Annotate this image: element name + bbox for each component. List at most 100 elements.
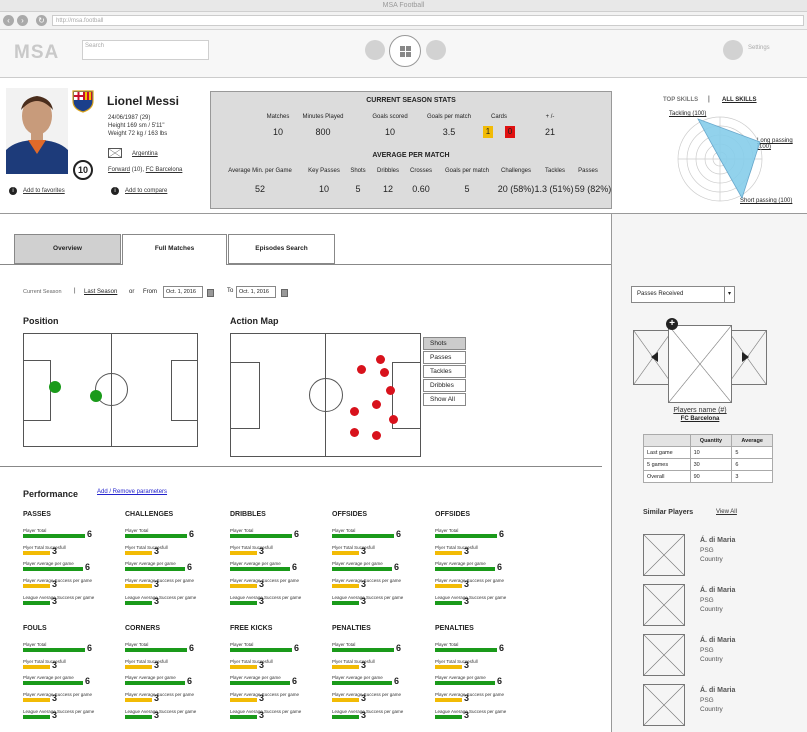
- similar-player-thumbnail[interactable]: [643, 634, 685, 676]
- metric-value: 3: [154, 710, 160, 720]
- metric-value: 3: [259, 660, 265, 670]
- metric-bar: [230, 681, 290, 685]
- metric-value: 3: [464, 693, 470, 703]
- avatar[interactable]: [723, 40, 743, 60]
- select-value: Passes Received: [637, 291, 684, 297]
- metric-value: 6: [394, 676, 400, 686]
- calendar-icon[interactable]: [207, 289, 214, 297]
- filter-last-season[interactable]: Last Season: [84, 289, 118, 295]
- tab-episodes-search[interactable]: Episodes Search: [228, 234, 335, 264]
- similar-player-name[interactable]: Á. di Maria: [700, 687, 736, 694]
- similar-player-name[interactable]: Á. di Maria: [700, 537, 736, 544]
- metric-bar: [332, 567, 392, 571]
- metric-value: 3: [52, 710, 58, 720]
- skill-long-passing[interactable]: Long passing (100): [757, 138, 793, 150]
- player-club-link[interactable]: FC Barcelona: [680, 416, 720, 422]
- divider: [227, 264, 611, 265]
- metric-value: 3: [259, 710, 265, 720]
- metric-bar: [230, 601, 257, 605]
- metric-value: 6: [85, 562, 91, 572]
- action-tab-dribbles[interactable]: Dribbles: [423, 379, 466, 392]
- metric-value: 3: [361, 579, 367, 589]
- metric-label: Player Total: [125, 528, 149, 533]
- club-link[interactable]: FC Barcelona: [145, 167, 183, 173]
- metric-bar: [230, 551, 257, 555]
- red-card-badge: 0: [505, 126, 515, 138]
- passes-received-select[interactable]: Passes Received ▾: [631, 286, 735, 303]
- to-date-field[interactable]: Oct. 1, 2016: [236, 286, 276, 298]
- home-grid-button[interactable]: [389, 35, 421, 67]
- settings-link[interactable]: Settings: [748, 45, 770, 51]
- forward-icon[interactable]: ›: [17, 15, 28, 26]
- arrow-left-icon[interactable]: [651, 352, 658, 362]
- action-tab-tackles[interactable]: Tackles: [423, 365, 466, 378]
- action-tab-passes[interactable]: Passes: [423, 351, 466, 364]
- metric-bar: [230, 584, 257, 588]
- similar-player-name[interactable]: Á. di Maria: [700, 587, 736, 594]
- nav-circle-right[interactable]: [426, 40, 446, 60]
- avg-value: 59 (82%): [574, 184, 612, 194]
- filter-current-season[interactable]: Current Season: [23, 289, 62, 295]
- similar-player-name[interactable]: Á. di Maria: [700, 637, 736, 644]
- shot-marker: [372, 431, 381, 440]
- action-map-title: Action Map: [230, 316, 279, 326]
- nationality-link[interactable]: Argentina: [132, 151, 158, 157]
- calendar-icon[interactable]: [281, 289, 288, 297]
- all-skills-tab[interactable]: ALL SKILLS: [722, 97, 757, 103]
- player-photo: [6, 88, 68, 174]
- table-row: Overall 90 3: [643, 470, 773, 483]
- tab-overview[interactable]: Overview: [14, 234, 121, 264]
- reload-icon[interactable]: ↻: [36, 15, 47, 26]
- metric-value: 3: [52, 660, 58, 670]
- metric-value: 3: [464, 660, 470, 670]
- avg-value: 5: [464, 184, 470, 194]
- add-to-favorites-link[interactable]: Add to favorites: [23, 188, 65, 194]
- metric-label: League Average Success per game: [230, 709, 302, 714]
- shot-marker: [380, 368, 389, 377]
- tab-full-matches[interactable]: Full Matches: [122, 234, 227, 265]
- metric-label: Player Average Success per game: [230, 692, 299, 697]
- add-player-icon[interactable]: +: [666, 318, 678, 330]
- metric-label: League Average Success per game: [125, 709, 197, 714]
- nav-circle-left[interactable]: [365, 40, 385, 60]
- table-cell: 3: [731, 470, 773, 483]
- url-bar[interactable]: http://msa.football: [52, 15, 804, 26]
- similar-player-thumbnail[interactable]: [643, 584, 685, 626]
- metric-bar: [435, 665, 462, 669]
- search-input[interactable]: Search: [82, 40, 209, 60]
- similar-player-thumbnail[interactable]: [643, 534, 685, 576]
- view-all-link[interactable]: View All: [716, 509, 737, 515]
- arrow-right-icon[interactable]: [742, 352, 749, 362]
- action-map-pitch: [230, 333, 421, 457]
- metric-bar: [435, 551, 462, 555]
- table-cell: 90: [689, 470, 733, 483]
- radar-area: [697, 118, 761, 199]
- add-remove-parameters-link[interactable]: Add / Remove parameters: [97, 489, 168, 495]
- skill-short-passing[interactable]: Short passing (100): [740, 198, 793, 204]
- back-icon[interactable]: ‹: [3, 15, 14, 26]
- metric-value: 6: [396, 643, 402, 653]
- player-carousel-next-card[interactable]: [727, 330, 767, 385]
- top-skills-tab[interactable]: TOP SKILLS: [663, 97, 699, 103]
- position-link[interactable]: Forward: [108, 167, 131, 173]
- action-tab-shots[interactable]: Shots: [423, 337, 466, 350]
- avg-value: 12: [382, 184, 393, 194]
- add-to-compare-link[interactable]: Add to compare: [125, 188, 168, 194]
- avg-value: 52: [254, 184, 265, 194]
- action-tab-show-all[interactable]: Show All: [423, 393, 466, 406]
- chevron-down-icon[interactable]: ▾: [724, 287, 734, 302]
- avg-value: 1.3 (51%): [534, 184, 574, 194]
- performance-category: PASSES: [23, 511, 51, 518]
- metric-bar: [332, 715, 359, 719]
- skill-tackling[interactable]: Tackling (100): [669, 111, 707, 117]
- metric-bar: [23, 551, 50, 555]
- from-date-field[interactable]: Oct. 1, 2016: [163, 286, 203, 298]
- shot-marker: [350, 407, 359, 416]
- player-name-link[interactable]: Players name (#): [673, 407, 727, 414]
- player-weight: Weight 72 kg / 163 lbs: [108, 131, 168, 137]
- similar-player-thumbnail[interactable]: [643, 684, 685, 726]
- avg-label: Key Passes: [308, 168, 340, 174]
- metric-label: League Average Success per game: [332, 595, 404, 600]
- avg-match-title: AVERAGE PER MATCH: [372, 152, 450, 159]
- metric-label: League Average Success per game: [332, 709, 404, 714]
